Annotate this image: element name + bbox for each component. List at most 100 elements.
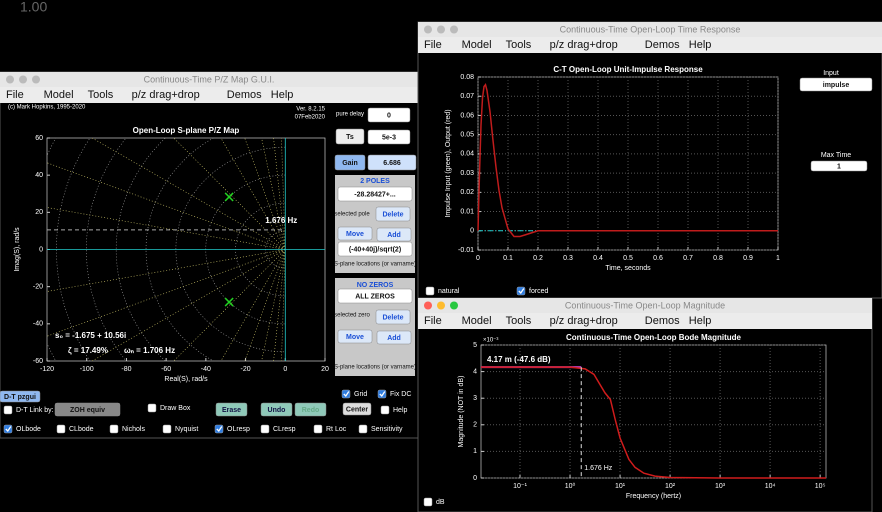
- input-field[interactable]: [367, 107, 411, 123]
- window-button[interactable]: [450, 25, 458, 34]
- input-dropdown[interactable]: impulse: [823, 82, 850, 89]
- button[interactable]: [375, 206, 411, 222]
- input-field[interactable]: 5e-3: [382, 134, 396, 141]
- checkbox[interactable]: [147, 403, 157, 413]
- button-label[interactable]: D-T pzgui: [4, 394, 36, 401]
- button[interactable]: [376, 227, 412, 242]
- pole[interactable]: [224, 192, 234, 202]
- menu-item[interactable]: Model: [44, 89, 74, 101]
- window-button[interactable]: [6, 75, 14, 84]
- button[interactable]: [215, 402, 248, 417]
- checkbox-label[interactable]: OLresp: [227, 426, 250, 433]
- checkbox-label[interactable]: Draw Box: [160, 405, 191, 412]
- menu-item[interactable]: p/z drag+drop: [550, 315, 618, 327]
- menu-item[interactable]: p/z drag+drop: [550, 39, 618, 51]
- button[interactable]: [294, 402, 327, 417]
- checkbox[interactable]: [425, 286, 435, 296]
- checkbox-label[interactable]: dB: [436, 499, 445, 506]
- window-button[interactable]: [424, 301, 432, 310]
- input-field[interactable]: 6.686: [383, 160, 401, 167]
- checkbox-label[interactable]: Fix DC: [390, 391, 411, 398]
- button-label[interactable]: Move: [346, 231, 364, 238]
- input-field[interactable]: [367, 129, 411, 145]
- button[interactable]: [376, 330, 412, 345]
- zero-dropdown[interactable]: [337, 288, 413, 304]
- checkbox[interactable]: [3, 405, 13, 415]
- button[interactable]: [0, 390, 41, 403]
- menu-item[interactable]: Demos: [645, 39, 680, 51]
- button[interactable]: [337, 329, 373, 344]
- menu-item[interactable]: Help: [689, 315, 712, 327]
- gain-label[interactable]: Gain: [342, 160, 358, 167]
- button[interactable]: [375, 309, 411, 325]
- button-label[interactable]: Erase: [222, 407, 241, 414]
- pole[interactable]: [224, 297, 234, 307]
- checkbox[interactable]: [313, 424, 323, 434]
- button-label[interactable]: Move: [346, 334, 364, 341]
- menu-item[interactable]: Demos: [227, 89, 262, 101]
- button-label[interactable]: Delete: [382, 211, 403, 218]
- window-button[interactable]: [437, 25, 445, 34]
- window-button[interactable]: [424, 25, 432, 34]
- button-label[interactable]: Redo: [302, 407, 320, 414]
- window-button[interactable]: [450, 301, 458, 310]
- button[interactable]: [337, 226, 373, 241]
- ts-label[interactable]: Ts: [346, 134, 354, 141]
- button[interactable]: [260, 402, 293, 417]
- button-label[interactable]: Add: [387, 335, 401, 342]
- button[interactable]: [342, 402, 372, 416]
- checkbox[interactable]: [358, 424, 368, 434]
- menu-item[interactable]: Demos: [645, 315, 680, 327]
- pole-entry[interactable]: [337, 241, 413, 257]
- button-label[interactable]: Center: [346, 406, 368, 413]
- menu-item[interactable]: File: [424, 315, 442, 327]
- button-label[interactable]: Delete: [382, 314, 403, 321]
- checkbox[interactable]: [380, 405, 390, 415]
- checkbox-label[interactable]: forced: [529, 288, 549, 295]
- checkbox[interactable]: [56, 424, 66, 434]
- zero-dropdown[interactable]: ALL ZEROS: [355, 293, 395, 300]
- checkbox-label[interactable]: Nichols: [122, 426, 145, 433]
- checkbox-label[interactable]: OLbode: [16, 426, 41, 433]
- input-dropdown[interactable]: [799, 77, 873, 92]
- menu-item[interactable]: Model: [462, 39, 492, 51]
- menu-item[interactable]: Help: [271, 89, 294, 101]
- checkbox-label[interactable]: D-T Link by:: [16, 407, 54, 414]
- checkbox-label[interactable]: Help: [393, 407, 408, 414]
- menu-item[interactable]: Tools: [506, 39, 532, 51]
- max-time[interactable]: [810, 160, 868, 172]
- window-button[interactable]: [437, 301, 445, 310]
- menu-item[interactable]: Tools: [506, 315, 532, 327]
- max-time[interactable]: 1: [837, 163, 841, 170]
- checkbox-label[interactable]: Rt Loc: [326, 426, 347, 433]
- menu-item[interactable]: Tools: [88, 89, 114, 101]
- checkbox-label[interactable]: Grid: [354, 391, 367, 398]
- checkbox-label[interactable]: natural: [438, 288, 460, 295]
- checkbox-label[interactable]: Nyquist: [175, 426, 198, 433]
- checkbox[interactable]: [162, 424, 172, 434]
- checkbox-label[interactable]: Sensitivity: [371, 426, 403, 433]
- dropdown[interactable]: [54, 402, 121, 417]
- pole-entry[interactable]: (-40+40j)/sqrt(2): [349, 246, 401, 253]
- window-button[interactable]: [32, 75, 40, 84]
- menu-item[interactable]: p/z drag+drop: [132, 89, 200, 101]
- window-button[interactable]: [19, 75, 27, 84]
- pole-dropdown[interactable]: -28.28427+...: [354, 191, 396, 198]
- input-field[interactable]: 0: [387, 112, 391, 119]
- checkbox-label[interactable]: CLresp: [273, 426, 296, 433]
- checkbox[interactable]: [109, 424, 119, 434]
- checkbox-label[interactable]: CLbode: [69, 426, 94, 433]
- dropdown[interactable]: ZOH equiv: [70, 407, 105, 414]
- button-label[interactable]: Add: [387, 232, 401, 239]
- pole-dropdown[interactable]: [337, 186, 413, 202]
- menu-item[interactable]: Model: [462, 315, 492, 327]
- checkbox[interactable]: [423, 497, 433, 507]
- gain-label[interactable]: [334, 154, 366, 171]
- checkbox[interactable]: [260, 424, 270, 434]
- ts-label[interactable]: [335, 128, 365, 145]
- button-label[interactable]: Undo: [268, 407, 286, 414]
- menu-item[interactable]: File: [424, 39, 442, 51]
- input-field[interactable]: [367, 154, 417, 171]
- menu-item[interactable]: Help: [689, 39, 712, 51]
- menu-item[interactable]: File: [6, 89, 24, 101]
